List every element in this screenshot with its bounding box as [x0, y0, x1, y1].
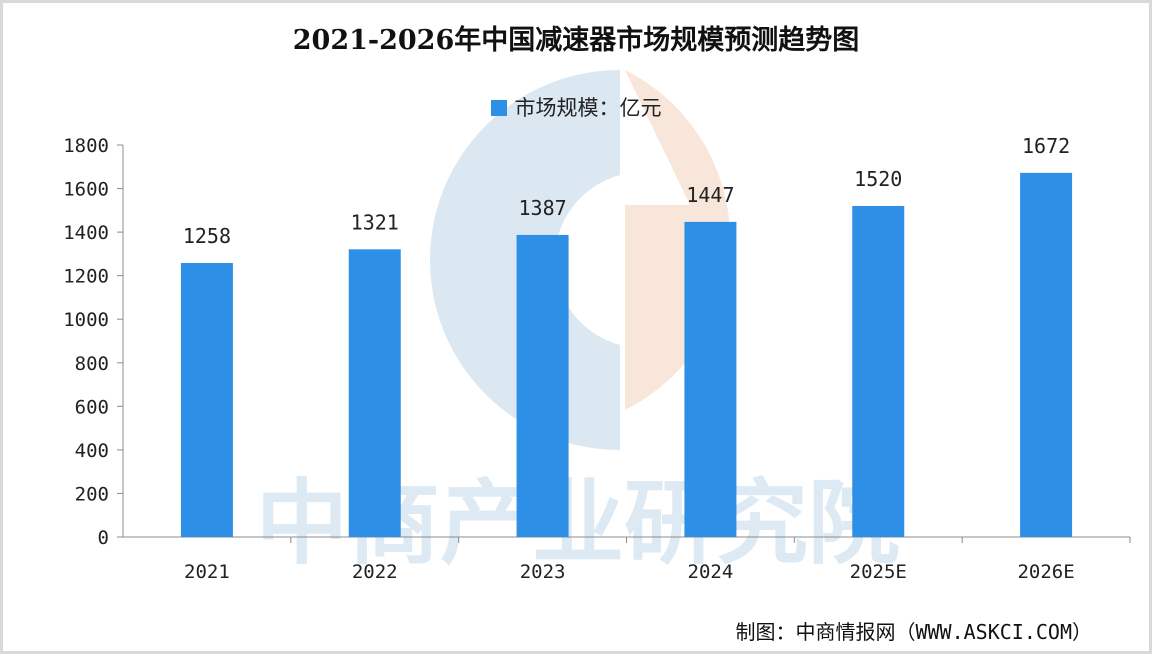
source-credit: 制图：中商情报网（WWW.ASKCI.COM） — [735, 620, 1092, 644]
x-tick-label-2026E: 2026E — [1017, 561, 1074, 583]
x-tick-label-2023: 2023 — [520, 561, 566, 583]
bar-2024 — [684, 221, 737, 537]
axes: 0 200 400 600 800 1000 1200 1400 1600 1800 2021 202… — [63, 135, 1131, 583]
data-labels: 1258 1321 1387 1447 1520 1672 — [183, 134, 1070, 248]
y-tick-label: 1000 — [63, 309, 109, 331]
legend-swatch — [490, 100, 507, 116]
y-tick-label: 200 — [75, 483, 109, 505]
data-label-2026E: 1672 — [1022, 134, 1070, 158]
bar-2023 — [516, 234, 569, 538]
bar-2021 — [180, 263, 233, 537]
data-label-2022: 1321 — [351, 210, 399, 234]
data-label-2024: 1447 — [686, 183, 734, 207]
x-tick-label-2021: 2021 — [184, 561, 230, 583]
chart-title: 2021-2026年中国减速器市场规模预测趋势图 — [292, 25, 860, 56]
bar-2022 — [348, 249, 401, 537]
bars — [180, 172, 1073, 538]
x-tick-label-2025E: 2025E — [850, 561, 907, 583]
y-tick-label: 1200 — [63, 266, 109, 288]
y-tick-label: 600 — [75, 396, 109, 418]
y-tick-label: 1800 — [63, 135, 109, 157]
data-label-2025E: 1520 — [854, 167, 902, 191]
data-label-2021: 1258 — [183, 224, 231, 248]
x-tick-label-2024: 2024 — [688, 561, 734, 583]
x-tick-label-2022: 2022 — [352, 561, 398, 583]
y-tick-label: 400 — [75, 440, 109, 462]
y-tick-label: 800 — [75, 353, 109, 375]
y-tick-label: 1600 — [63, 179, 109, 201]
y-tick-label: 0 — [98, 527, 109, 549]
y-tick-label: 1400 — [63, 222, 109, 244]
legend: 市场规模：亿元 — [0, 92, 1152, 122]
bar-2026E — [1020, 172, 1073, 537]
legend-label: 市场规模：亿元 — [514, 96, 662, 120]
bar-2025E — [852, 205, 905, 537]
data-label-2023: 1387 — [518, 196, 566, 220]
